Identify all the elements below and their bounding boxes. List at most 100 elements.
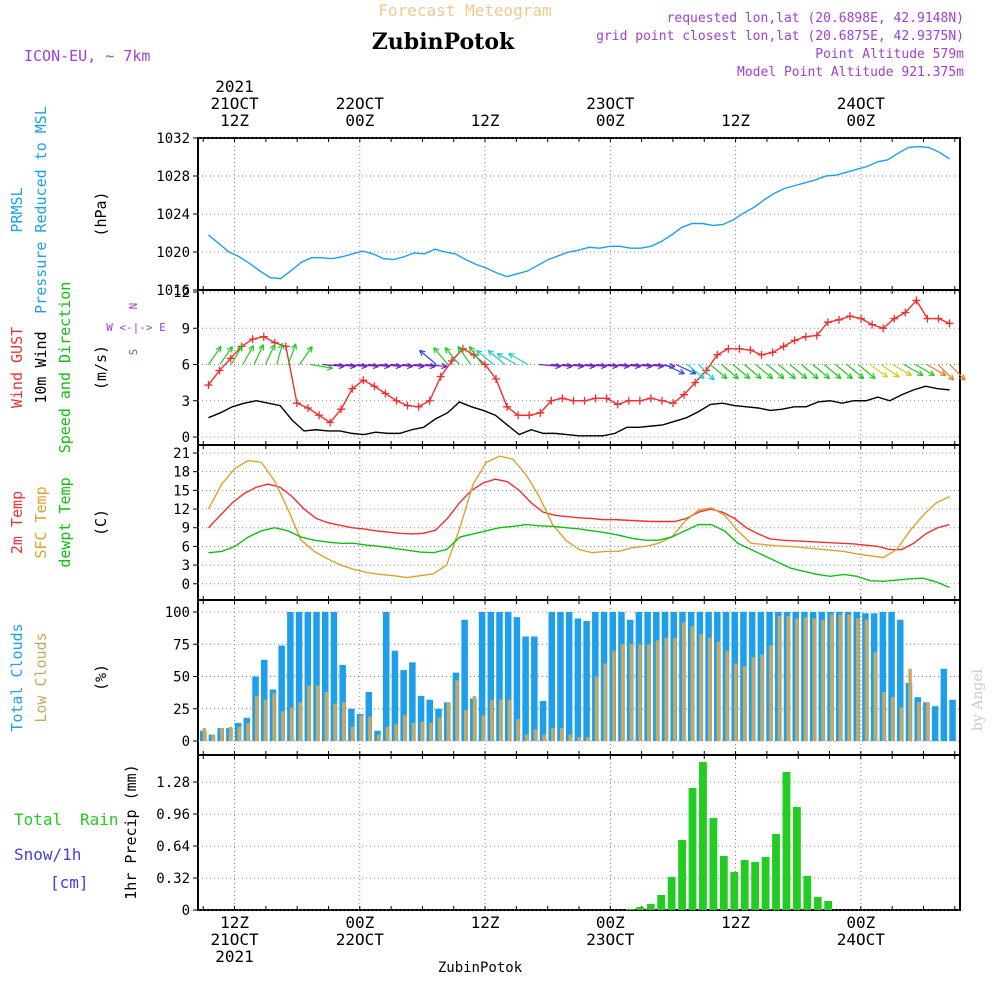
gust-point xyxy=(857,314,866,323)
low-cloud-bar xyxy=(481,715,485,741)
low-cloud-bar xyxy=(490,699,494,741)
top-time-label: 00Z xyxy=(345,111,374,130)
wind-arrow-head xyxy=(215,345,222,353)
gust-point xyxy=(812,331,821,340)
wind-arrow xyxy=(721,364,739,380)
footer-station: ZubinPotok xyxy=(438,960,523,976)
pressure-side-label: Pressure Reduced to MSL xyxy=(32,106,50,314)
gust-point xyxy=(646,394,655,403)
gust-point xyxy=(657,396,666,405)
low-cloud-bar xyxy=(699,633,703,741)
total-cloud-bar xyxy=(426,699,434,741)
wind-direction-arrows xyxy=(207,342,966,381)
total-cloud-bar xyxy=(539,701,547,741)
wind-arrow-head xyxy=(487,349,494,357)
total-cloud-bar xyxy=(461,619,468,741)
series-line xyxy=(207,455,950,579)
top-time-label: 00Z xyxy=(596,111,625,130)
low-cloud-bar xyxy=(873,651,877,741)
low-cloud-bar xyxy=(786,615,790,741)
gust-point xyxy=(846,312,855,321)
wind-arrow-head xyxy=(732,372,739,380)
total-cloud-bar xyxy=(382,612,390,741)
wind-arrow xyxy=(823,364,842,380)
precip-bar xyxy=(719,856,728,910)
gust-point xyxy=(735,344,744,353)
pressure-ytick-label: 1028 xyxy=(156,169,190,185)
total-cloud-bar xyxy=(330,612,338,741)
low-cloud-bar xyxy=(585,737,590,741)
wind-arrow-head xyxy=(928,370,935,377)
low-cloud-bar xyxy=(472,695,477,741)
bottom-time-label: 00Z xyxy=(345,913,374,932)
low-cloud-bar xyxy=(429,722,433,741)
low-cloud-bar xyxy=(403,715,407,741)
low-cloud-bar xyxy=(315,685,320,741)
clouds-ylabel: (%) xyxy=(92,664,110,691)
panels: 1016 1020 1024 1028 1032 PRMSL Pressure Reduce… xyxy=(8,106,966,919)
total-cloud-bar xyxy=(531,636,538,741)
precip-ytick-label: 0.64 xyxy=(156,839,190,855)
gust-point xyxy=(613,400,622,409)
wind-arrow xyxy=(835,364,853,380)
gust-point xyxy=(580,396,589,405)
wind-arrow xyxy=(419,349,437,365)
temperature-ytick-label: 0 xyxy=(182,577,190,593)
precip-bar xyxy=(709,818,718,910)
gust-point xyxy=(392,396,401,405)
low-cloud-bar xyxy=(289,707,294,741)
requested-coords: requested lon,lat (20.6898E, 42.9148N) xyxy=(667,11,964,26)
low-cloud-bar xyxy=(760,654,764,741)
total-cloud-bar xyxy=(931,706,939,741)
wind-arrow xyxy=(390,363,413,368)
low-cloud-bar xyxy=(281,711,285,741)
low-cloud-bar xyxy=(568,734,573,741)
gust-point xyxy=(624,396,633,405)
low-cloud-bar xyxy=(673,637,677,741)
low-cloud-bar xyxy=(254,695,259,741)
clouds-ytick-label: 50 xyxy=(173,670,190,686)
bottom-time-label: 22OCT xyxy=(336,930,385,949)
temperature-ytick-label: 3 xyxy=(182,558,190,574)
wind-arrow xyxy=(698,364,715,381)
wind-arrow-head xyxy=(789,372,796,380)
low-cloud-bar xyxy=(542,734,546,741)
wind-arrow xyxy=(322,363,345,368)
total-cloud-bar xyxy=(888,612,895,741)
total-cloud-bar xyxy=(513,617,521,741)
low-cloud-bar xyxy=(838,614,843,741)
point-altitude: Point Altitude 579m xyxy=(815,47,964,62)
wind-arrow-head xyxy=(441,362,448,370)
wind-arrow xyxy=(800,364,819,380)
wind-arrow xyxy=(356,363,379,368)
wind-arrow xyxy=(310,363,333,369)
total-cloud-bar xyxy=(504,612,512,741)
gust-point xyxy=(525,411,534,420)
series-line xyxy=(207,478,950,551)
low-cloud-bar xyxy=(777,615,782,741)
wind-arrow xyxy=(496,352,517,366)
temperature-series-sfc-temp xyxy=(207,455,950,579)
low-cloud-bar xyxy=(507,699,512,741)
precip-bar xyxy=(803,876,812,910)
low-cloud-bar xyxy=(768,645,773,741)
gust-point xyxy=(779,342,788,351)
precip-bar xyxy=(813,897,822,910)
low-cloud-bar xyxy=(420,721,424,741)
top-time-label: 22OCT xyxy=(336,94,385,113)
wind-arrow xyxy=(425,363,448,368)
compass-north: N xyxy=(127,303,140,310)
wind-arrow-head xyxy=(939,370,947,377)
total-cloud-bar xyxy=(949,699,956,741)
wind-frame xyxy=(197,289,961,446)
wind-arrow-head xyxy=(269,344,276,351)
low-cloud-bar xyxy=(742,666,747,741)
clouds-ytick-label: 0 xyxy=(182,734,190,750)
bottom-time-label: 00Z xyxy=(846,913,875,932)
low-cloud-bar xyxy=(359,715,363,741)
total-cloud-bar xyxy=(287,612,294,741)
wind-arrow xyxy=(468,346,483,365)
gust-point xyxy=(635,396,644,405)
wind-arrow xyxy=(333,363,356,368)
total-cloud-bar xyxy=(478,612,486,741)
